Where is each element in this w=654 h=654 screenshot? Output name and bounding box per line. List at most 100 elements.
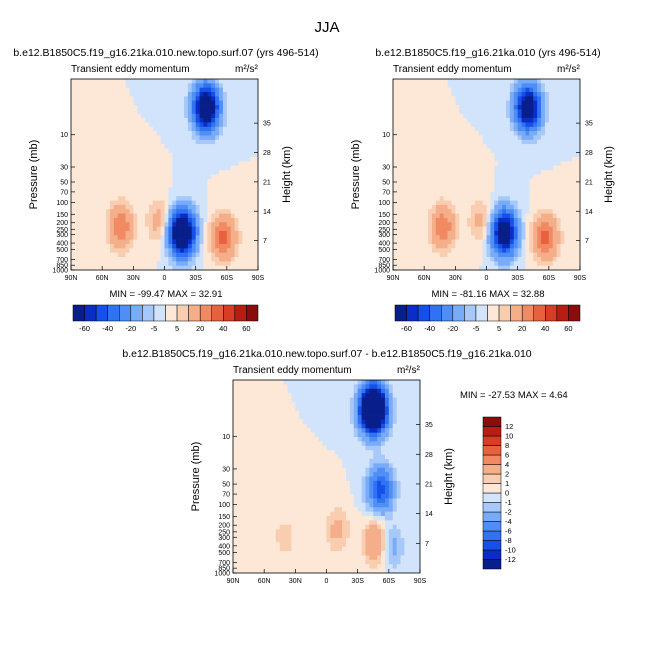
contour-cell: [222, 96, 228, 102]
contour-cell: [246, 109, 251, 115]
contour-cell: [74, 200, 80, 206]
contour-cell: [234, 191, 239, 197]
contour-cell: [470, 144, 476, 149]
contour-cell: [226, 100, 232, 106]
contour-cell: [74, 174, 80, 180]
contour-cell: [121, 178, 126, 184]
contour-cell: [260, 415, 265, 420]
contour-cell: [109, 170, 115, 175]
contour-cell: [459, 209, 464, 214]
contour-cell: [533, 222, 538, 227]
contour-cell: [148, 118, 154, 123]
contour-cell: [90, 105, 95, 110]
contour-cell: [544, 100, 550, 106]
contour-cell: [428, 109, 433, 115]
contour-cell: [533, 183, 538, 188]
contour-cell: [494, 213, 499, 219]
contour-cell: [117, 213, 122, 219]
contour-cell: [94, 183, 99, 188]
y-tick-label: 250: [56, 227, 68, 234]
contour-cell: [71, 100, 76, 106]
contour-cell: [552, 174, 557, 180]
contour-cell: [412, 144, 417, 149]
contour-cell: [226, 265, 232, 271]
contour-cell: [393, 183, 398, 188]
contour-cell: [533, 226, 538, 232]
contour-cell: [537, 126, 542, 132]
contour-cell: [125, 87, 130, 93]
contour-cell: [509, 204, 515, 210]
contour-cell: [490, 96, 495, 102]
contour-cell: [148, 135, 154, 141]
contour-cell: [463, 131, 468, 136]
contour-cell: [541, 239, 546, 245]
contour-cell: [396, 243, 402, 249]
contour-cell: [470, 187, 476, 193]
contour-cell: [455, 165, 460, 171]
contour-cell: [74, 261, 80, 267]
contour-cell: [260, 458, 265, 464]
contour-cell: [408, 252, 413, 258]
contour-cell: [74, 265, 80, 271]
colorbar-label: -20: [125, 324, 136, 333]
contour-cell: [264, 463, 269, 469]
contour-cell: [420, 113, 425, 119]
contour-cell: [428, 131, 433, 136]
contour-cell: [564, 222, 569, 227]
contour-cell: [233, 476, 238, 482]
contour-cell: [439, 239, 444, 245]
contour-cell: [141, 191, 146, 197]
contour-cell: [252, 441, 257, 447]
contour-cell: [393, 174, 398, 180]
contour-cell: [470, 235, 476, 240]
contour-cell: [148, 256, 154, 262]
contour-cell: [148, 126, 154, 132]
contour-cell: [416, 148, 421, 154]
contour-cell: [279, 524, 284, 530]
contour-cell: [168, 135, 173, 141]
contour-cell: [502, 109, 507, 115]
contour-cell: [529, 204, 534, 210]
contour-cell: [183, 79, 189, 84]
contour-cell: [470, 200, 476, 206]
contour-cell: [102, 113, 107, 119]
contour-cell: [455, 113, 460, 119]
contour-cell: [141, 222, 146, 227]
contour-cell: [498, 92, 503, 97]
contour-cell: [443, 83, 448, 89]
contour-cell: [451, 256, 456, 262]
contour-cell: [240, 432, 246, 438]
contour-cell: [250, 87, 255, 93]
contour-cell: [129, 87, 134, 93]
contour-cell: [447, 235, 452, 240]
contour-cell: [248, 401, 253, 407]
contour-cell: [544, 170, 550, 175]
contour-cell: [498, 165, 503, 171]
contour-cell: [393, 122, 398, 128]
contour-cell: [428, 92, 433, 97]
contour-cell: [393, 217, 398, 223]
contour-cell: [250, 109, 255, 115]
contour-cell: [404, 126, 409, 132]
contour-cell: [117, 196, 122, 201]
contour-cell: [211, 261, 216, 267]
contour-cell: [467, 83, 472, 89]
contour-cell: [420, 187, 425, 193]
contour-cell: [145, 222, 150, 227]
contour-cell: [548, 157, 554, 162]
contour-cell: [199, 92, 204, 97]
contour-cell: [537, 161, 542, 167]
contour-cell: [279, 441, 284, 447]
contour-cell: [219, 92, 224, 97]
contour-cell: [230, 100, 235, 106]
contour-cell: [572, 265, 577, 271]
contour-cell: [544, 217, 550, 223]
contour-cell: [172, 191, 177, 197]
contour-cell: [191, 165, 197, 171]
colorbar-label: -5: [473, 324, 480, 333]
contour-cell: [230, 204, 235, 210]
x-tick-label: 30N: [127, 275, 140, 282]
contour-cell: [199, 157, 204, 162]
contour-cell: [71, 213, 76, 219]
contour-cell: [420, 118, 425, 123]
